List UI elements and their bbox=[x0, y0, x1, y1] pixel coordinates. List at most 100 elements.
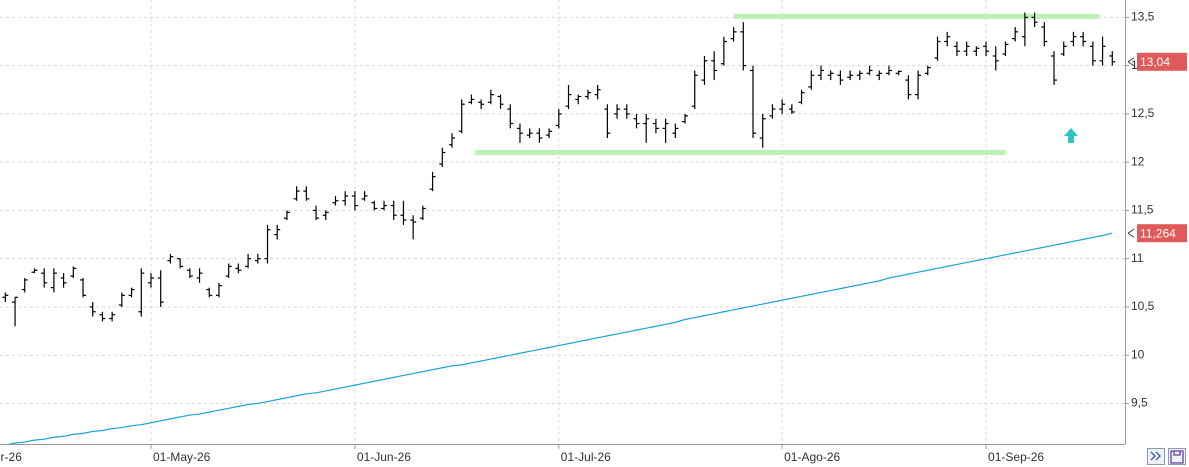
y-tick-label: 13,5 bbox=[1131, 10, 1155, 24]
x-tick-label: 01-Jun-26 bbox=[357, 450, 411, 464]
ohlc-bar bbox=[720, 36, 727, 66]
ohlc-bar bbox=[555, 109, 562, 129]
ohlc-bar bbox=[254, 253, 261, 264]
ohlc-bar bbox=[215, 282, 222, 298]
ohlc-bar bbox=[60, 273, 67, 288]
ohlc-bar bbox=[944, 31, 951, 47]
ohlc-bar bbox=[361, 191, 368, 201]
y-tick-label: 12 bbox=[1131, 154, 1145, 168]
ohlc-bar bbox=[157, 270, 164, 307]
ohlc-bar bbox=[536, 128, 543, 143]
ohlc-bar bbox=[109, 311, 116, 322]
ohlc-bar bbox=[303, 186, 310, 201]
ohlc-bar bbox=[750, 65, 757, 139]
ohlc-bar bbox=[584, 89, 591, 100]
ohlc-bar bbox=[400, 200, 407, 225]
plot-area bbox=[2, 12, 1116, 444]
ohlc-bar bbox=[371, 200, 378, 211]
ohlc-bar bbox=[885, 65, 892, 76]
ohlc-bar bbox=[701, 55, 708, 85]
ohlc-bar bbox=[614, 104, 621, 119]
ohlc-bar bbox=[274, 224, 281, 240]
ohlc-bar bbox=[1031, 12, 1038, 28]
ohlc-bar bbox=[31, 268, 38, 274]
ohlc-bar bbox=[342, 191, 349, 206]
arrow-icon bbox=[1064, 128, 1078, 143]
ohlc-bar bbox=[788, 104, 795, 114]
ohlc-bar bbox=[730, 27, 737, 42]
y-tick-label: 9,5 bbox=[1131, 396, 1148, 410]
ohlc-bar bbox=[99, 311, 106, 322]
ohlc-bar bbox=[283, 210, 290, 221]
scroll-button[interactable] bbox=[1147, 448, 1165, 465]
ohlc-bar bbox=[565, 84, 572, 110]
scroll-icon bbox=[1150, 451, 1161, 461]
ohlc-bar bbox=[963, 41, 970, 56]
ohlc-bar bbox=[21, 277, 28, 293]
ohlc-bar bbox=[138, 268, 145, 317]
ohlc-bar bbox=[332, 195, 339, 206]
ohlc-bar bbox=[924, 65, 931, 76]
ohlc-bar bbox=[817, 65, 824, 81]
ohlc-bar bbox=[390, 200, 397, 221]
y-tick-label: 11 bbox=[1131, 251, 1144, 265]
ohlc-bar bbox=[410, 215, 417, 240]
ohlc-bar bbox=[2, 292, 9, 303]
ohlc-bar bbox=[1021, 12, 1028, 47]
ohlc-bar bbox=[866, 65, 873, 76]
ohlc-bar bbox=[313, 205, 320, 221]
ohlc-bar bbox=[953, 41, 960, 56]
ohlc-bar bbox=[652, 118, 659, 134]
ohlc-bar bbox=[449, 133, 455, 148]
ohlc-bar bbox=[682, 113, 689, 124]
ohlc-bar bbox=[856, 70, 863, 81]
ohlc-bar bbox=[1002, 41, 1009, 56]
ohlc-bar bbox=[662, 118, 669, 143]
ohlc-bar bbox=[147, 273, 154, 288]
ohlc-bar bbox=[118, 292, 125, 307]
ohlc-bar bbox=[672, 123, 679, 139]
ohlc-bar bbox=[419, 205, 426, 221]
ohlc-bar bbox=[973, 46, 980, 56]
ohlc-bar bbox=[89, 302, 96, 317]
ohlc-bar bbox=[381, 200, 388, 211]
ohlc-bar bbox=[808, 70, 815, 90]
price-label: 13,04 bbox=[1140, 55, 1170, 69]
ohlc-bar bbox=[604, 104, 611, 139]
ohlc-bar bbox=[905, 75, 912, 100]
ohlc-bar bbox=[633, 113, 640, 129]
ohlc-bar bbox=[1012, 27, 1019, 42]
price-label-box bbox=[1137, 52, 1187, 71]
ohlc-bar bbox=[798, 89, 805, 105]
toolbar[interactable] bbox=[1147, 448, 1186, 465]
save-icon bbox=[1170, 450, 1184, 464]
ohlc-bar bbox=[478, 99, 485, 110]
ohlc-bar bbox=[992, 46, 999, 71]
grid bbox=[0, 0, 1125, 444]
price-label: 11,264 bbox=[1140, 226, 1176, 240]
x-tick-label: 01-May-26 bbox=[153, 450, 211, 464]
ohlc-bar bbox=[468, 94, 475, 105]
ohlc-bar bbox=[70, 266, 77, 278]
moving-average-line bbox=[7, 232, 1113, 444]
ohlc-bar bbox=[245, 253, 252, 269]
ohlc-bar bbox=[439, 147, 446, 167]
ohlc-bar bbox=[895, 70, 902, 76]
y-tick-label: 11,5 bbox=[1131, 203, 1154, 217]
ohlc-bar bbox=[458, 99, 465, 134]
save-button[interactable] bbox=[1168, 448, 1186, 465]
ohlc-bar bbox=[12, 296, 19, 327]
ohlc-bar bbox=[643, 113, 650, 143]
ohlc-bar bbox=[128, 287, 135, 298]
ohlc-bar bbox=[1060, 41, 1067, 56]
ohlc-bar bbox=[546, 128, 553, 139]
x-tick-label: 01-Abr-26 bbox=[0, 450, 22, 464]
ohlc-bar bbox=[623, 104, 630, 119]
x-tick-label: 01-Ago-26 bbox=[784, 450, 840, 464]
ohlc-bar bbox=[1109, 51, 1116, 66]
x-tick-label: 01-Sep-26 bbox=[988, 450, 1044, 464]
ohlc-bar bbox=[507, 104, 514, 129]
ohlc-bar bbox=[759, 113, 766, 148]
